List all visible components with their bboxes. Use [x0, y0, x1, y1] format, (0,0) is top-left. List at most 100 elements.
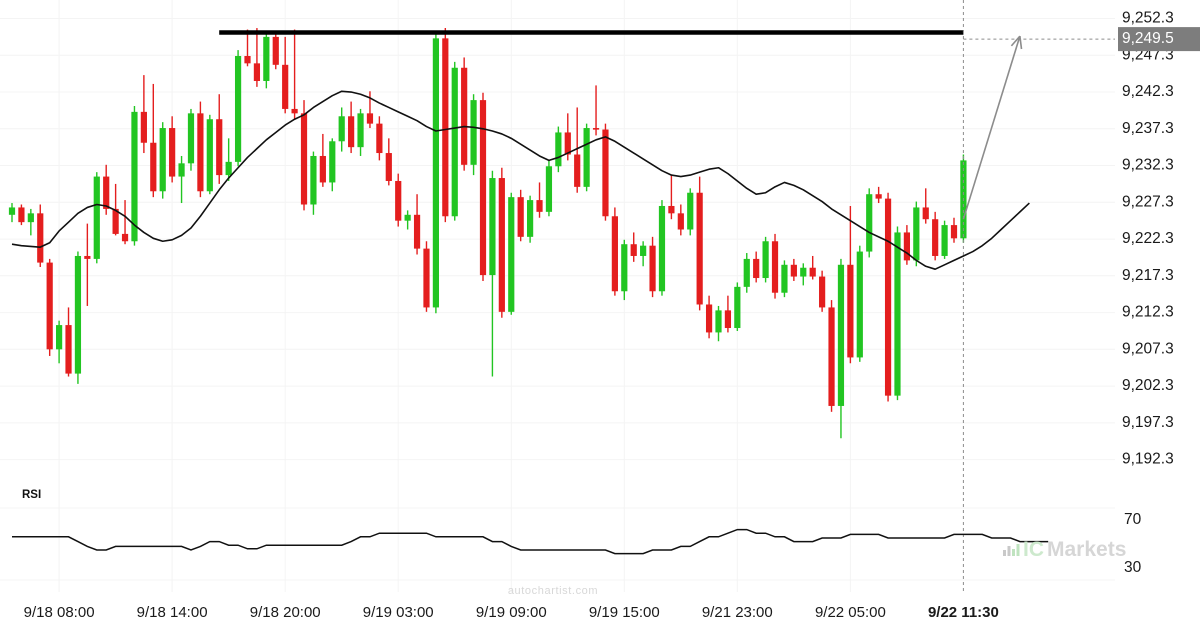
candle: [753, 251, 760, 283]
candle-body: [932, 219, 939, 256]
candle-body: [894, 232, 901, 396]
candle-body: [385, 153, 392, 181]
candle-body: [734, 286, 741, 329]
candle-body: [884, 198, 892, 396]
bars-icon: [1007, 546, 1011, 556]
rsi-title: RSI: [22, 489, 41, 501]
candle-body: [432, 38, 439, 308]
candle: [291, 29, 298, 120]
candle: [423, 241, 430, 312]
candle: [668, 175, 675, 220]
candle: [611, 207, 618, 296]
candle-body: [762, 241, 769, 279]
candle-body: [856, 251, 863, 358]
candle-body: [555, 132, 562, 167]
candle: [837, 258, 845, 439]
rsi-panel: RSI 70 30: [12, 489, 1142, 576]
time-tick-label: 9/18 20:00: [250, 604, 321, 621]
candle-body: [847, 264, 854, 358]
candle: [319, 133, 326, 187]
candle: [282, 36, 289, 114]
candle-body: [630, 244, 637, 256]
candle: [800, 263, 807, 286]
candle: [602, 123, 609, 221]
autochartist-watermark: autochartist.com: [508, 585, 598, 597]
candle: [470, 94, 477, 176]
candle: [592, 85, 600, 136]
candle: [545, 160, 553, 217]
candle: [187, 108, 195, 171]
time-tick-label: 9/19 03:00: [363, 604, 434, 621]
candle-body: [536, 200, 543, 212]
candle-body: [272, 36, 279, 65]
candle-body: [18, 207, 25, 223]
candle: [234, 50, 242, 167]
current-price-badge-bg: [1118, 27, 1200, 52]
candle: [244, 29, 251, 67]
candle: [866, 188, 873, 258]
candle: [27, 208, 34, 236]
candle-body: [461, 67, 468, 165]
candle: [847, 205, 854, 364]
candle-body: [753, 258, 760, 279]
price-tick-label: 9,222.3: [1122, 230, 1174, 247]
candle: [649, 236, 656, 298]
candle-body: [140, 111, 147, 143]
candle-body: [592, 128, 600, 130]
time-axis: 9/18 08:00 9/18 14:00 9/18 20:00 9/19 03:00…: [24, 604, 999, 621]
candle-body: [875, 194, 882, 199]
candle-body: [451, 67, 458, 217]
candle: [771, 233, 779, 299]
candle-body: [112, 208, 119, 234]
candle: [950, 217, 958, 243]
price-tick-label: 9,252.3: [1122, 10, 1174, 27]
candle-body: [178, 163, 185, 177]
candle-body: [574, 154, 581, 187]
candle: [489, 170, 496, 377]
candle-body: [837, 264, 845, 406]
candle-body: [809, 267, 816, 277]
candle-body: [800, 267, 807, 277]
candle: [206, 114, 213, 195]
candle: [903, 225, 910, 265]
candle-body: [687, 192, 694, 230]
candle: [743, 253, 750, 293]
candle-body: [545, 166, 553, 212]
candle-body: [206, 119, 213, 192]
candle: [913, 201, 920, 267]
candle: [74, 251, 82, 384]
candle: [404, 210, 411, 230]
candle-body: [781, 264, 788, 293]
candle-body: [37, 213, 44, 263]
candle-body: [640, 245, 647, 256]
candle-body: [84, 255, 91, 259]
candle-body: [913, 207, 920, 261]
price-axis: 9,252.39,247.39,242.39,237.39,232.39,227…: [1122, 10, 1174, 468]
candle: [376, 116, 383, 161]
candle-body: [621, 244, 628, 292]
candle-body: [310, 155, 317, 205]
candle-body: [922, 207, 929, 220]
candle-body: [696, 192, 703, 305]
candle-body: [668, 205, 675, 214]
candle: [225, 138, 232, 181]
bars-icon: [1016, 544, 1020, 556]
price-tick-label: 9,232.3: [1122, 157, 1174, 174]
candle: [856, 245, 863, 362]
candle-body: [263, 36, 270, 81]
candle: [37, 204, 44, 267]
candle-body: [866, 194, 873, 252]
candle-body: [790, 264, 797, 277]
candle: [941, 220, 948, 259]
candle-body: [216, 119, 223, 176]
candle: [790, 258, 797, 281]
candle-body: [903, 232, 910, 261]
candle-body: [724, 310, 732, 329]
candle-body: [527, 200, 534, 237]
candle: [884, 192, 892, 402]
ic-markets-logo: IC Markets: [1003, 538, 1126, 561]
price-tick-label: 9,217.3: [1122, 267, 1174, 284]
